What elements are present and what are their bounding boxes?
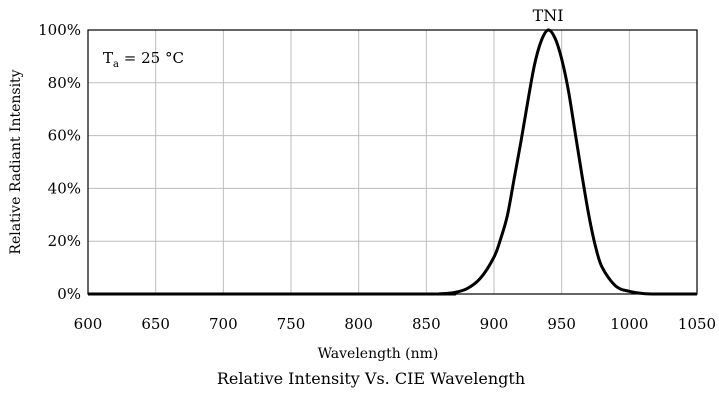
x-tick-label: 700 — [209, 315, 238, 333]
plot-frame — [87, 29, 698, 295]
x-tick-label: 850 — [412, 315, 441, 333]
x-tick-label: 600 — [74, 315, 103, 333]
x-axis: 600 650 700 750 800 850 900 950 1000 1050 — [74, 315, 716, 333]
y-tick-label: 40% — [48, 179, 81, 197]
series-label: TNI — [533, 6, 564, 25]
series-line — [87, 28, 697, 296]
series-layer: TNI — [87, 6, 697, 296]
x-tick-label: 800 — [344, 315, 373, 333]
x-tick-label: 1050 — [678, 315, 716, 333]
x-tick-label: 650 — [141, 315, 170, 333]
annotation-main: T — [103, 49, 113, 67]
x-tick-label: 900 — [480, 315, 509, 333]
annotation-subscript: a — [113, 59, 119, 70]
temperature-annotation: Ta = 25 °C — [103, 49, 184, 70]
y-tick-label: 80% — [48, 74, 81, 92]
x-tick-label: 950 — [547, 315, 576, 333]
chart-caption: Relative Intensity Vs. CIE Wavelength — [217, 369, 525, 388]
grid — [88, 30, 697, 294]
y-tick-label: 0% — [57, 285, 81, 303]
x-tick-label: 750 — [277, 315, 306, 333]
y-axis-title: Relative Radiant Intensity — [8, 69, 24, 254]
y-tick-label: 100% — [38, 21, 81, 39]
y-axis: 0% 20% 40% 60% 80% 100% — [38, 21, 81, 303]
x-tick-label: 1000 — [610, 315, 648, 333]
y-tick-label: 20% — [48, 232, 81, 250]
annotation-rest: = 25 °C — [119, 49, 184, 67]
y-tick-label: 60% — [48, 127, 81, 145]
x-axis-title: Wavelength (nm) — [318, 346, 439, 362]
